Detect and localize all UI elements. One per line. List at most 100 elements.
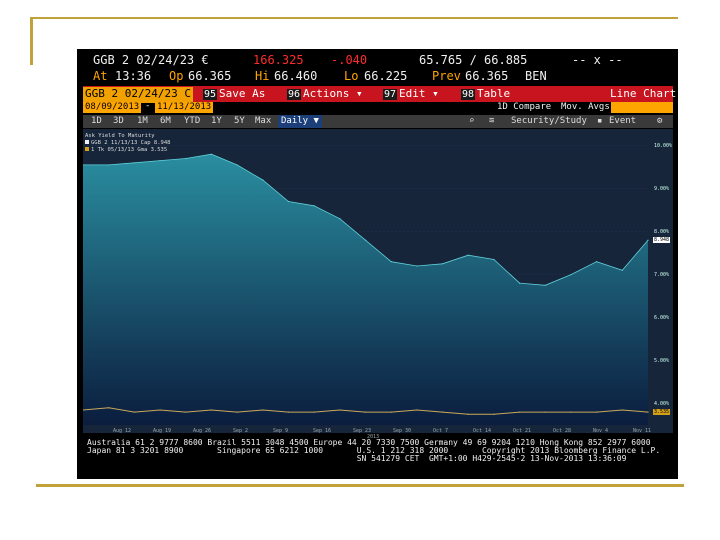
x-tick-label: Aug 19: [153, 428, 172, 434]
slide-bottom-rule: [36, 484, 684, 487]
series-1-point: [467, 254, 469, 256]
series-2-point: [467, 413, 469, 415]
y-tick-label: 4.00%: [654, 400, 670, 407]
series-2-point: [390, 411, 392, 413]
y-tick-label: 8.00%: [654, 228, 670, 235]
legend-item-1: GGB 2 11/13/13 Cap 8.948: [85, 140, 170, 147]
series-2-point: [339, 409, 341, 411]
x-tick-label: Aug 12: [113, 428, 132, 434]
open-value: 66.365: [188, 69, 232, 83]
series-1-point: [339, 218, 341, 220]
command-bar: GGB 2 02/24/23 C 95 Save As 96 Actions ▾ 9…: [83, 86, 677, 103]
y-tick-label: 6.00%: [654, 314, 670, 321]
edit-menu[interactable]: 97 Edit ▾: [383, 87, 439, 100]
series-2-point: [313, 411, 315, 413]
series-1-point: [185, 157, 187, 160]
y-tick-label: 10.00%: [654, 142, 673, 149]
legend-title: Ask Yield To Maturity: [85, 133, 155, 139]
last-value-tag: 8.948: [653, 237, 671, 244]
series-1-point: [364, 239, 367, 241]
period-5y[interactable]: 5Y: [234, 116, 245, 126]
event-icon[interactable]: ▪: [597, 116, 603, 126]
save-as-button[interactable]: 95 Save As: [203, 87, 266, 100]
series-2-point: [570, 411, 572, 413]
chart-toolbar: 1D 3D 1M 6M YTD 1Y 5Y Max Daily ▼ ⌕ ≋ Se…: [83, 115, 673, 128]
series-1-point: [210, 153, 213, 155]
footer-line-1: Australia 61 2 9777 8600 Brazil 5511 304…: [87, 438, 651, 447]
series-2-point: [518, 411, 521, 413]
period-1m[interactable]: 1M: [137, 116, 148, 126]
high-label: Hi: [255, 69, 270, 83]
studies-icon[interactable]: ≋: [489, 116, 495, 126]
x-tick-label: Sep 9: [273, 428, 289, 434]
x-tick-label: Aug 26: [193, 428, 212, 434]
x-tick-label: Nov 11: [633, 428, 652, 434]
chart-area: [82, 129, 673, 433]
slide-left-rule: [30, 17, 33, 65]
series-1-point: [313, 205, 315, 207]
prev-value: 66.365: [465, 69, 509, 83]
window-controls[interactable]: -- x --: [572, 53, 623, 67]
security-field[interactable]: GGB 2 02/24/23 C: [83, 87, 193, 103]
series-2-point: [647, 411, 649, 413]
series-1-point: [570, 273, 572, 276]
event-button[interactable]: Event: [609, 116, 637, 126]
pricing-source: BEN: [525, 69, 547, 83]
period-3d[interactable]: 3D: [113, 116, 124, 126]
mov-avgs-field[interactable]: [611, 102, 673, 113]
frequency-select[interactable]: Daily ▼: [278, 115, 322, 128]
last-value-tag: 3.535: [653, 409, 671, 416]
high-value: 66.460: [274, 69, 318, 83]
dropdown-arrow-icon: ▾: [356, 87, 363, 100]
actions-menu[interactable]: 96 Actions ▾: [287, 87, 363, 100]
series-2-point: [262, 409, 264, 411]
footer-line-3: SN 541279 CET GMT+1:00 H429-2545-2 13-No…: [87, 454, 627, 463]
x-tick-label: Oct 21: [513, 428, 532, 434]
compare-button[interactable]: 1D Compare: [497, 102, 552, 112]
search-icon[interactable]: ⌕: [469, 116, 475, 126]
x-tick-label: Oct 7: [433, 428, 449, 434]
security-study-button[interactable]: Security/Study: [511, 116, 587, 126]
end-date-field[interactable]: 11/13/2013: [155, 102, 214, 113]
series-1-point: [287, 200, 290, 203]
low-label: Lo: [344, 69, 359, 83]
series-1-point: [596, 261, 598, 263]
start-date-field[interactable]: 08/09/2013: [83, 102, 142, 113]
date-range-row: 08/09/2013 - 11/13/2013 1D Compare Mov. …: [83, 101, 673, 114]
area-chart: [82, 129, 673, 433]
y-tick-label: 9.00%: [654, 185, 670, 192]
chart-type-title: Line Chart: [610, 87, 677, 100]
settings-icon[interactable]: ⚙: [657, 116, 663, 126]
period-ytd[interactable]: YTD: [184, 116, 201, 126]
footer-line-2: Japan 81 3 3201 8900 Singapore 65 6212 1…: [87, 446, 661, 455]
series-2-point: [82, 409, 84, 411]
period-1y[interactable]: 1Y: [211, 116, 222, 126]
period-6m[interactable]: 6M: [160, 116, 171, 126]
series-1-point: [647, 239, 649, 241]
series-1-point: [236, 164, 238, 166]
series-1-point: [493, 258, 495, 261]
legend-swatch: [85, 147, 89, 151]
period-1d[interactable]: 1D: [91, 116, 102, 126]
series-2-point: [621, 409, 623, 411]
net-change: -.040: [331, 53, 368, 67]
series-2-point: [185, 411, 187, 413]
series-1-point: [262, 179, 264, 181]
at-label: At: [93, 69, 108, 83]
open-label: Op: [169, 69, 184, 83]
x-tick-label: Nov 4: [593, 428, 609, 434]
terminal-footer: Australia 61 2 9777 8600 Brazil 5511 304…: [87, 439, 660, 463]
chart-legend: Ask Yield To Maturity GGB 2 11/13/13 Cap…: [85, 133, 170, 154]
x-tick-label: Sep 2: [233, 428, 249, 434]
table-button[interactable]: 98 Table: [461, 87, 511, 100]
series-1-point: [621, 269, 623, 271]
period-max[interactable]: Max: [255, 116, 272, 126]
series-1-point: [133, 162, 135, 164]
series-2-point: [159, 409, 161, 411]
legend-item-2: 1 Tk 05/13/13 Gma 3.535: [85, 147, 170, 154]
series-2-point: [108, 407, 110, 409]
security-ticker: GGB 2 02/24/23 €: [93, 53, 209, 67]
mov-avgs-button[interactable]: Mov. Avgs: [561, 102, 610, 112]
prev-label: Prev: [432, 69, 461, 83]
x-tick-label: Oct 28: [553, 428, 572, 434]
